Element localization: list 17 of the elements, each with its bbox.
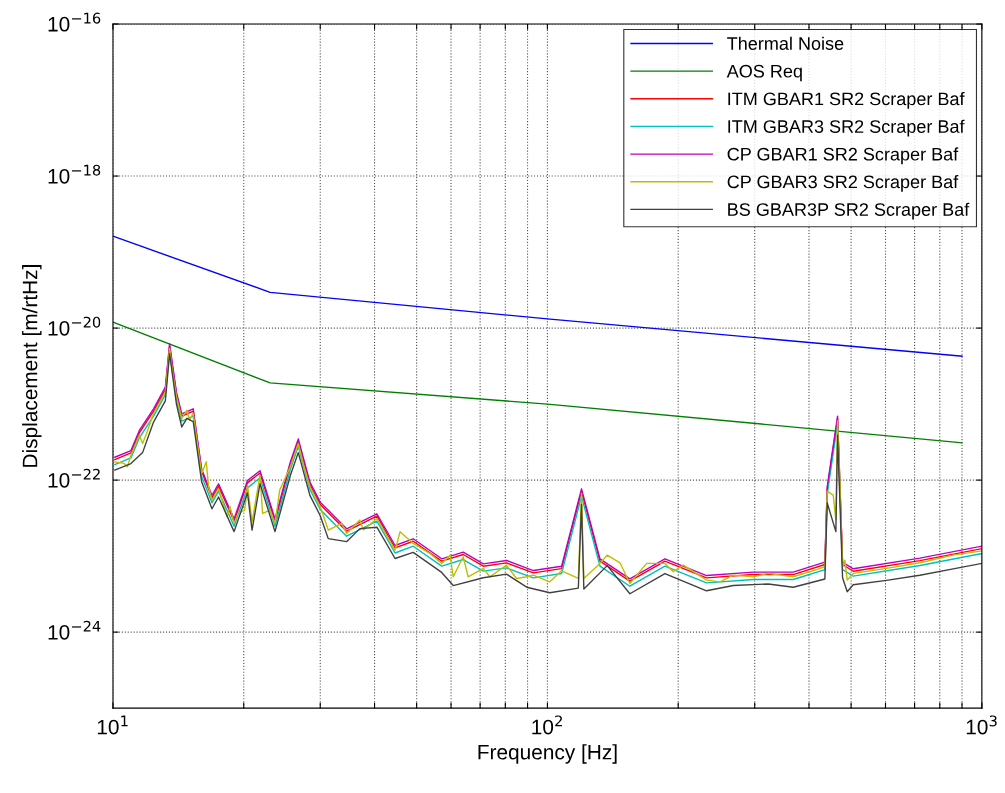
y-tick-label: 10$^{−18}$	[48, 164, 101, 184]
x-tick-label: 10$^{1}$	[97, 715, 128, 735]
y-tick-label: 10$^{−24}$	[48, 620, 101, 640]
x-axis-title: Frequency [Hz]	[478, 744, 617, 764]
y-axis-title: Displacement [m/rtHz]	[22, 265, 42, 467]
x-tick-label: 10$^{2}$	[532, 715, 562, 735]
legend-label: CP GBAR1 SR2 Scraper Baf	[727, 147, 959, 165]
legend-label: BS GBAR3P SR2 Scraper Baf	[728, 202, 970, 220]
y-tick-label: 10$^{−20}$	[48, 316, 101, 336]
y-tick-label: 10$^{−16}$	[48, 12, 101, 32]
legend-label: Thermal Noise	[727, 36, 844, 50]
y-tick-label: 10$^{−22}$	[48, 468, 100, 488]
x-tick-label: 10$^{3}$	[966, 715, 997, 735]
legend-label: ITM GBAR3 SR2 Scraper Baf	[728, 119, 965, 137]
legend-label: ITM GBAR1 SR2 Scraper Baf	[728, 92, 965, 109]
legend-label: CP GBAR3 SR2 Scraper Baf	[727, 175, 959, 192]
legend-label: AOS Req	[726, 64, 802, 82]
